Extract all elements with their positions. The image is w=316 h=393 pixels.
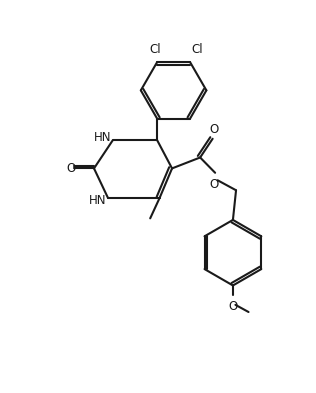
Text: O: O	[210, 178, 219, 191]
Text: HN: HN	[89, 194, 106, 207]
Text: HN: HN	[94, 131, 111, 144]
Text: Cl: Cl	[191, 43, 203, 56]
Text: O: O	[228, 299, 238, 312]
Text: Cl: Cl	[149, 43, 161, 56]
Text: O: O	[210, 123, 219, 136]
Text: O: O	[66, 162, 75, 175]
